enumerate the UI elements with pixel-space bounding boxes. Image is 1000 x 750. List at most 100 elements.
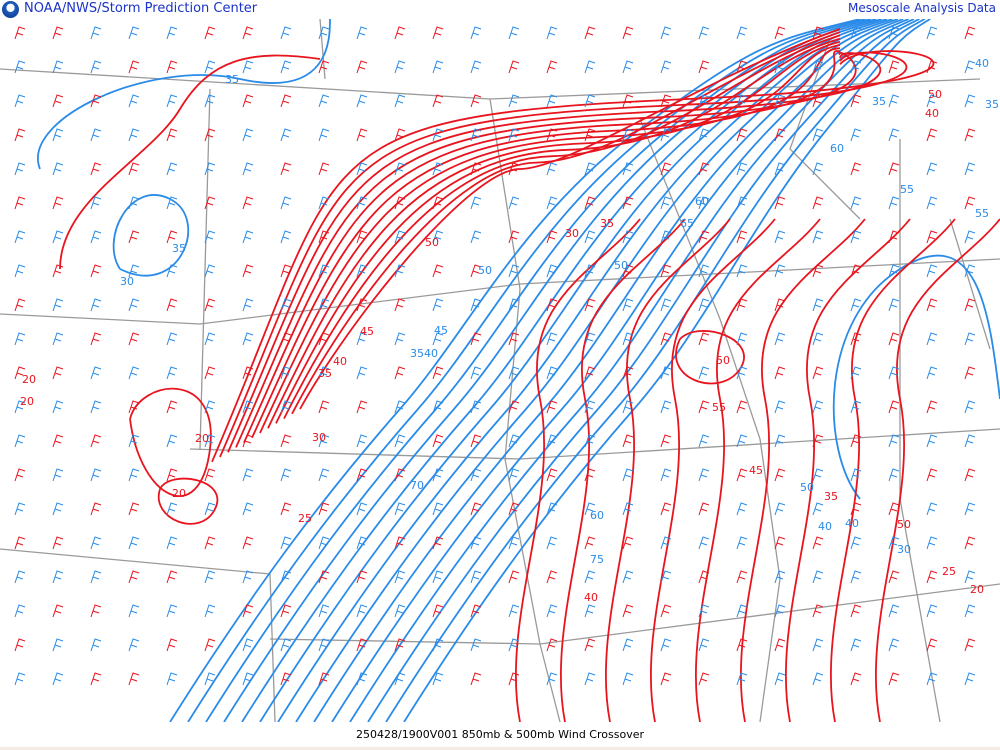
state-border: [639, 118, 761, 440]
wind-barb: [584, 230, 596, 244]
wind-barb: [508, 570, 520, 584]
wind-barb: [242, 536, 254, 550]
wind-barb: [926, 672, 938, 686]
wind-barb: [926, 502, 938, 516]
wind-barb: [888, 26, 900, 40]
wind-barb: [166, 638, 178, 652]
850mb-contour-label: 40: [584, 591, 598, 604]
wind-barb: [280, 298, 292, 312]
850mb-contour-label: 30: [312, 431, 326, 444]
wind-barb: [964, 638, 976, 652]
wind-barb: [394, 162, 406, 176]
wind-barb: [774, 128, 786, 142]
wind-barb: [584, 502, 596, 516]
wind-barb: [204, 332, 216, 346]
wind-barb: [432, 26, 444, 40]
wind-barb: [850, 94, 862, 108]
wind-barb: [432, 604, 444, 618]
wind-barb: [166, 128, 178, 142]
wind-barb: [546, 570, 558, 584]
wind-barb: [356, 638, 368, 652]
wind-barb: [280, 60, 292, 74]
wind-barb: [774, 502, 786, 516]
wind-barb: [280, 638, 292, 652]
500mb-contour-label: 55: [900, 183, 914, 196]
wind-barb: [204, 400, 216, 414]
wind-barb: [394, 128, 406, 142]
wind-barb: [850, 468, 862, 482]
wind-barb: [584, 60, 596, 74]
site-title[interactable]: NOAA/NWS/Storm Prediction Center: [24, 1, 258, 16]
wind-barb: [622, 94, 634, 108]
wind-barb: [698, 570, 710, 584]
wind-barb: [660, 672, 672, 686]
wind-barb: [546, 332, 558, 346]
500mb-contour: [349, 19, 915, 722]
wind-barb: [964, 94, 976, 108]
wind-barb: [166, 60, 178, 74]
500mb-contour: [169, 19, 861, 722]
wind-barb: [90, 94, 102, 108]
wind-barb: [90, 468, 102, 482]
wind-barb: [584, 672, 596, 686]
wind-barb: [698, 230, 710, 244]
wind-barb: [546, 94, 558, 108]
500mb-contour-label: 60: [830, 142, 844, 155]
wind-barb: [888, 366, 900, 380]
noaa-logo[interactable]: [2, 1, 19, 18]
wind-barb: [622, 60, 634, 74]
wind-barb: [584, 332, 596, 346]
wind-barb: [204, 230, 216, 244]
850mb-contour-label: 25: [942, 565, 956, 578]
wind-barb: [128, 128, 140, 142]
wind-barb: [128, 298, 140, 312]
wind-barb: [812, 468, 824, 482]
wind-barb: [698, 604, 710, 618]
map-caption: 250428/1900V001 850mb & 500mb Wind Cross…: [356, 728, 644, 741]
wind-barb: [52, 672, 64, 686]
wind-barb: [52, 298, 64, 312]
wind-barb: [470, 570, 482, 584]
wind-barb: [14, 60, 26, 74]
wind-barb: [470, 264, 482, 278]
wind-barb: [888, 570, 900, 584]
wind-barb: [736, 468, 748, 482]
wind-barb: [964, 434, 976, 448]
500mb-contour: [259, 19, 888, 722]
wind-barb: [90, 570, 102, 584]
wind-barb: [242, 672, 254, 686]
wind-barb: [622, 672, 634, 686]
wind-barb: [584, 26, 596, 40]
wind-barb: [584, 468, 596, 482]
wind-barb: [14, 94, 26, 108]
wind-barb: [318, 468, 330, 482]
wind-barb: [318, 332, 330, 346]
wind-barb: [432, 196, 444, 210]
wind-barb: [546, 536, 558, 550]
wind-barb: [14, 468, 26, 482]
wind-barb: [622, 230, 634, 244]
wind-barb: [698, 60, 710, 74]
wind-barb: [394, 94, 406, 108]
wind-barb: [318, 502, 330, 516]
wind-barb: [622, 536, 634, 550]
500mb-contour-label: 30: [120, 275, 134, 288]
850mb-contour-label: 45: [749, 464, 763, 477]
850mb-contour: [235, 51, 857, 448]
wind-barb: [850, 366, 862, 380]
wind-barb: [356, 468, 368, 482]
wind-barb: [432, 60, 444, 74]
wind-barb: [736, 26, 748, 40]
wind-barb: [470, 468, 482, 482]
product-title[interactable]: Mesoscale Analysis Data: [848, 1, 996, 15]
wind-barb: [394, 400, 406, 414]
state-border: [0, 258, 1000, 325]
wind-barb: [52, 332, 64, 346]
wind-barb: [622, 604, 634, 618]
500mb-contour-label: 70: [410, 479, 424, 492]
wind-barb: [698, 128, 710, 142]
wind-barb: [52, 264, 64, 278]
wind-barb: [964, 264, 976, 278]
850mb-contour-label: 20: [20, 395, 34, 408]
wind-barb: [964, 366, 976, 380]
